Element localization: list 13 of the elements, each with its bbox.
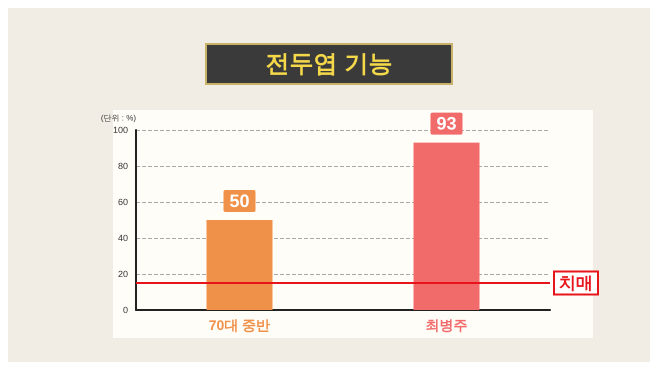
data-label: 93: [436, 114, 457, 134]
y-axis-title: (단위 : %): [100, 114, 136, 122]
y-tick-label: 40: [118, 233, 128, 243]
y-tick-label: 80: [118, 161, 128, 171]
y-tick-label: 100: [112, 125, 128, 135]
chart-title: 전두엽 기능: [266, 50, 392, 78]
y-tick-label: 60: [118, 197, 128, 207]
y-tick-label: 0: [122, 305, 128, 315]
ref-line-label: 치매: [559, 274, 593, 292]
data-label: 50: [229, 191, 250, 211]
x-tick-label: 최병주: [426, 317, 468, 333]
x-tick-label: 70대 중반: [208, 317, 270, 333]
y-tick-label: 20: [118, 269, 128, 279]
